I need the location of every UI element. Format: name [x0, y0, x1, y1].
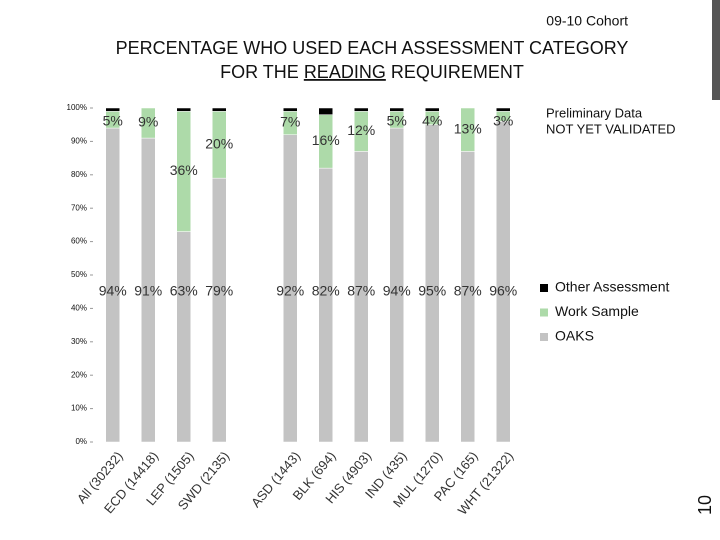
annotation: Preliminary Data — [546, 105, 643, 120]
value-label: 16% — [312, 132, 340, 148]
title-part: READING — [304, 62, 386, 82]
chart-title: FOR THE READING REQUIREMENT — [220, 62, 524, 82]
annotation: NOT YET VALIDATED — [546, 121, 676, 136]
legend-label: Other Assessment — [555, 279, 669, 295]
value-label: 92% — [276, 282, 304, 298]
value-label: 20% — [205, 135, 233, 151]
corner-bar — [712, 0, 720, 100]
title-part: FOR THE — [220, 62, 304, 82]
bar-segment — [105, 107, 120, 112]
bar-segment — [318, 167, 333, 443]
value-label: 12% — [347, 122, 375, 138]
value-label: 82% — [312, 282, 340, 298]
legend-label: Work Sample — [555, 303, 639, 319]
bar-segment — [389, 107, 404, 112]
value-label: 87% — [347, 282, 375, 298]
y-tick-label: 10% — [71, 404, 87, 413]
title-part: REQUIREMENT — [386, 62, 524, 82]
bar-segment — [354, 107, 369, 112]
y-tick-label: 70% — [71, 203, 87, 212]
value-label: 3% — [493, 113, 513, 129]
bar-segment — [212, 177, 227, 443]
bar-segment — [460, 107, 475, 152]
legend-label: OAKS — [555, 328, 594, 344]
y-tick-label: 20% — [71, 370, 87, 379]
header: 09-10 Cohort — [546, 13, 628, 29]
value-label: 5% — [387, 113, 407, 129]
slide-number: 10 — [695, 495, 715, 515]
bar-segment — [318, 107, 333, 115]
bar-segment — [212, 107, 227, 112]
title-part: PERCENTAGE WHO USED EACH ASSESSMENT CATE… — [116, 38, 629, 58]
bar-segment — [425, 107, 440, 112]
value-label: 96% — [489, 282, 517, 298]
value-label: 94% — [383, 282, 411, 298]
value-label: 4% — [422, 113, 442, 129]
y-tick-label: 40% — [71, 304, 87, 313]
y-tick-label: 60% — [71, 237, 87, 246]
value-label: 5% — [103, 113, 123, 129]
value-label: 91% — [134, 282, 162, 298]
value-label: 94% — [99, 282, 127, 298]
value-label: 95% — [418, 282, 446, 298]
x-tick-label: ASD (1443) — [248, 448, 303, 510]
bar-segment — [176, 231, 191, 443]
value-label: 79% — [205, 282, 233, 298]
bar-segment — [176, 107, 191, 112]
y-tick-label: 50% — [71, 270, 87, 279]
y-tick-label: 100% — [67, 103, 87, 112]
y-tick-label: 90% — [71, 137, 87, 146]
legend-swatch — [540, 308, 548, 317]
value-label: 13% — [454, 120, 482, 136]
value-label: 9% — [138, 114, 158, 130]
legend-swatch — [540, 284, 548, 292]
y-tick-label: 30% — [71, 337, 87, 346]
value-label: 63% — [170, 282, 198, 298]
legend-swatch — [540, 333, 548, 341]
value-label: 7% — [280, 114, 300, 130]
y-tick-label: 80% — [71, 170, 87, 179]
value-label: 87% — [454, 282, 482, 298]
chart-title: PERCENTAGE WHO USED EACH ASSESSMENT CATE… — [116, 38, 629, 58]
bar-segment — [283, 107, 298, 112]
bar-segment — [141, 107, 156, 139]
bar-segment — [496, 107, 511, 112]
y-tick-label: 0% — [75, 437, 87, 446]
value-label: 36% — [170, 162, 198, 178]
